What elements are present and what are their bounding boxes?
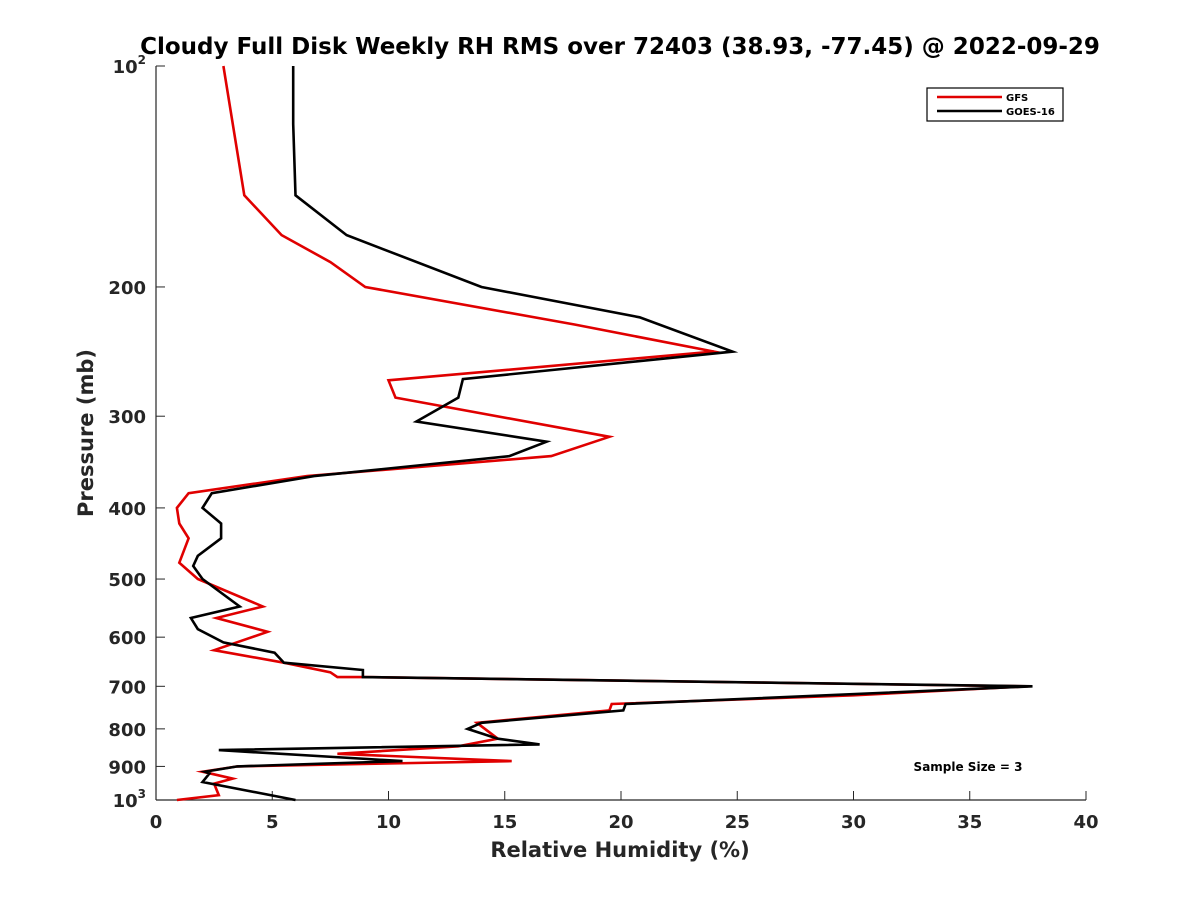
y-tick-label: 600 bbox=[108, 628, 146, 649]
series-line-goes-16 bbox=[188, 66, 1033, 802]
y-tick-label: 900 bbox=[108, 757, 146, 778]
legend: GFS GOES-16 bbox=[926, 87, 1064, 122]
y-tick-label: 400 bbox=[108, 499, 146, 520]
y-tick-label: 700 bbox=[108, 677, 146, 698]
y-tick-label: 800 bbox=[108, 720, 146, 741]
legend-entry-label: GFS bbox=[1006, 93, 1028, 104]
y-tick-label: 102 bbox=[113, 53, 146, 78]
legend-entry-label: GOES-16 bbox=[1006, 107, 1055, 118]
y-tick-label: 300 bbox=[108, 407, 146, 428]
x-tick-label: 20 bbox=[608, 812, 633, 833]
y-tick-label: 500 bbox=[108, 570, 146, 591]
sample-size-annotation: Sample Size = 3 bbox=[914, 760, 1023, 774]
x-tick-label: 30 bbox=[841, 812, 866, 833]
x-tick-label: 0 bbox=[150, 812, 163, 833]
x-tick-label: 5 bbox=[266, 812, 279, 833]
y-tick-label: 200 bbox=[108, 278, 146, 299]
x-axis-label: Relative Humidity (%) bbox=[490, 838, 749, 862]
y-tick-label: 103 bbox=[113, 787, 146, 812]
x-tick-label: 35 bbox=[957, 812, 982, 833]
plot-area: 0 5 10 15 20 25 30 35 40 102 200 300 400 500 600 700 800… bbox=[108, 53, 1098, 833]
x-tick-label: 10 bbox=[376, 812, 401, 833]
series-line-gfs bbox=[175, 65, 1028, 802]
x-tick-label: 25 bbox=[725, 812, 750, 833]
legend-box bbox=[926, 87, 1064, 122]
x-tick-label: 15 bbox=[492, 812, 517, 833]
y-axis-label: Pressure (mb) bbox=[74, 349, 98, 517]
x-tick-label: 40 bbox=[1073, 812, 1098, 833]
chart-title: Cloudy Full Disk Weekly RH RMS over 7240… bbox=[140, 34, 1100, 60]
